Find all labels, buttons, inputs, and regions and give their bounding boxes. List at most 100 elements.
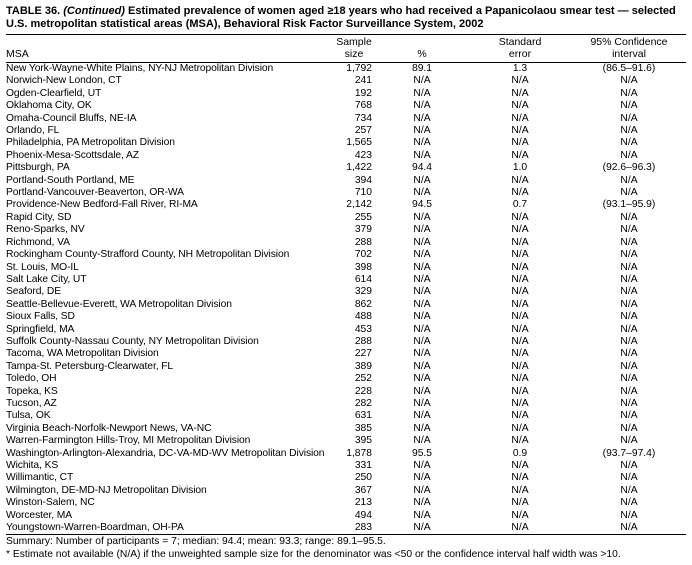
msa-cell: Salt Lake City, UT bbox=[6, 273, 87, 285]
ci-cell: N/A bbox=[620, 410, 638, 422]
ci-cell: N/A bbox=[620, 249, 638, 261]
std-error-cell: N/A bbox=[511, 261, 529, 273]
table-row: Rockingham County-Strafford County, NH M… bbox=[6, 249, 686, 261]
table-row: Philadelphia, PA Metropolitan Division 1,… bbox=[6, 137, 686, 149]
sample-size-cell: 252 bbox=[354, 373, 372, 385]
table-row: Suffolk County-Nassau County, NY Metropo… bbox=[6, 336, 686, 348]
std-error-cell: N/A bbox=[511, 484, 529, 496]
percent-cell: N/A bbox=[413, 224, 431, 236]
msa-cell: Suffolk County-Nassau County, NY Metropo… bbox=[6, 335, 259, 347]
col-header-std-error: Standard error bbox=[468, 34, 572, 63]
table-body: New York-Wayne-White Plains, NY-NJ Metro… bbox=[6, 63, 686, 535]
msa-cell: Phoenix-Mesa-Scottsdale, AZ bbox=[6, 149, 139, 161]
table-row: Reno-Sparks, NV 379 N/A N/A N/A bbox=[6, 224, 686, 236]
std-error-cell: N/A bbox=[511, 323, 529, 335]
percent-cell: N/A bbox=[413, 522, 431, 534]
msa-cell: Seaford, DE bbox=[6, 286, 61, 298]
sample-size-cell: 398 bbox=[354, 261, 372, 273]
sample-size-cell: 1,422 bbox=[346, 162, 372, 174]
ci-cell: N/A bbox=[620, 75, 638, 87]
percent-cell: N/A bbox=[413, 385, 431, 397]
ci-cell: (86.5–91.6) bbox=[602, 63, 656, 74]
ci-cell: N/A bbox=[620, 397, 638, 409]
percent-cell: N/A bbox=[413, 472, 431, 484]
percent-cell: N/A bbox=[413, 273, 431, 285]
std-error-cell: N/A bbox=[511, 348, 529, 360]
msa-cell: Ogden-Clearfield, UT bbox=[6, 87, 102, 99]
ci-cell: (93.7–97.4) bbox=[602, 447, 656, 459]
std-error-cell: N/A bbox=[511, 397, 529, 409]
table-row: Tulsa, OK 631 N/A N/A N/A bbox=[6, 410, 686, 422]
table-title-text: Estimated prevalence of women aged ≥18 y… bbox=[6, 5, 676, 30]
percent-cell: N/A bbox=[413, 397, 431, 409]
col-header-percent: % bbox=[376, 34, 468, 63]
sample-size-cell: 241 bbox=[354, 75, 372, 87]
sample-size-cell: 614 bbox=[354, 273, 372, 285]
sample-size-cell: 395 bbox=[354, 435, 372, 447]
sample-size-cell: 1,878 bbox=[346, 447, 372, 459]
ci-cell: N/A bbox=[620, 187, 638, 199]
table-row: Portland-South Portland, ME 394 N/A N/A N/A bbox=[6, 175, 686, 187]
msa-cell: New York-Wayne-White Plains, NY-NJ Metro… bbox=[6, 63, 274, 74]
msa-cell: Warren-Farmington Hills-Troy, MI Metropo… bbox=[6, 435, 251, 447]
msa-cell: Tacoma, WA Metropolitan Division bbox=[6, 348, 159, 360]
table-row: Richmond, VA 288 N/A N/A N/A bbox=[6, 237, 686, 249]
ci-cell: N/A bbox=[620, 298, 638, 310]
std-error-cell: N/A bbox=[511, 360, 529, 372]
msa-cell: Winston-Salem, NC bbox=[6, 497, 95, 509]
table-row: Seaford, DE 329 N/A N/A N/A bbox=[6, 286, 686, 298]
table-row: Washington-Arlington-Alexandria, DC-VA-M… bbox=[6, 448, 686, 460]
msa-cell: Wichita, KS bbox=[6, 460, 59, 471]
percent-cell: N/A bbox=[413, 373, 431, 385]
percent-cell: N/A bbox=[413, 422, 431, 434]
sample-size-cell: 213 bbox=[354, 497, 372, 509]
sample-size-cell: 394 bbox=[354, 174, 372, 186]
percent-cell: N/A bbox=[413, 75, 431, 87]
sample-size-cell: 1,565 bbox=[346, 137, 372, 149]
sample-size-cell: 453 bbox=[354, 323, 372, 335]
sample-size-cell: 228 bbox=[354, 385, 372, 397]
msa-cell: Wilmington, DE-MD-NJ Metropolitan Divisi… bbox=[6, 484, 207, 496]
percent-cell: N/A bbox=[413, 112, 431, 124]
ci-cell: N/A bbox=[620, 149, 638, 161]
std-error-cell: N/A bbox=[511, 137, 529, 149]
ci-cell: N/A bbox=[620, 137, 638, 149]
percent-cell: 94.4 bbox=[411, 162, 433, 174]
msa-cell: Norwich-New London, CT bbox=[6, 75, 122, 87]
sample-size-cell: 862 bbox=[354, 298, 372, 310]
table-row: Tampa-St. Petersburg-Clearwater, FL 389 N/… bbox=[6, 361, 686, 373]
msa-cell: Sioux Falls, SD bbox=[6, 311, 75, 323]
col-header-msa-label: MSA bbox=[6, 47, 29, 60]
percent-cell: N/A bbox=[413, 298, 431, 310]
ci-cell: N/A bbox=[620, 236, 638, 248]
std-error-cell: N/A bbox=[511, 211, 529, 223]
sample-size-cell: 631 bbox=[354, 410, 372, 422]
table-row: Salt Lake City, UT 614 N/A N/A N/A bbox=[6, 274, 686, 286]
percent-cell: N/A bbox=[413, 174, 431, 186]
ci-cell: N/A bbox=[620, 497, 638, 509]
msa-cell: Richmond, VA bbox=[6, 236, 70, 248]
msa-cell: Topeka, KS bbox=[6, 385, 58, 397]
std-error-cell: 0.9 bbox=[512, 447, 528, 459]
std-error-cell: 0.7 bbox=[512, 199, 528, 211]
msa-cell: Pittsburgh, PA bbox=[6, 162, 70, 174]
footnote: * Estimate not available (N/A) if the un… bbox=[6, 548, 621, 560]
table-row: Omaha-Council Bluffs, NE-IA 734 N/A N/A N/A bbox=[6, 113, 686, 125]
msa-cell: Portland-Vancouver-Beaverton, OR-WA bbox=[6, 187, 184, 199]
col-header-std-error-label: Standard error bbox=[498, 36, 542, 60]
sample-size-cell: 734 bbox=[354, 112, 372, 124]
percent-cell: N/A bbox=[413, 125, 431, 137]
percent-cell: N/A bbox=[413, 497, 431, 509]
std-error-cell: N/A bbox=[511, 385, 529, 397]
sample-size-cell: 282 bbox=[354, 397, 372, 409]
sample-size-cell: 329 bbox=[354, 286, 372, 298]
msa-cell: Springfield, MA bbox=[6, 323, 75, 335]
percent-cell: N/A bbox=[413, 460, 431, 471]
ci-cell: N/A bbox=[620, 87, 638, 99]
std-error-cell: N/A bbox=[511, 460, 529, 471]
std-error-cell: N/A bbox=[511, 100, 529, 112]
msa-cell: Rapid City, SD bbox=[6, 211, 72, 223]
msa-cell: Washington-Arlington-Alexandria, DC-VA-M… bbox=[6, 447, 325, 459]
std-error-cell: 1.3 bbox=[512, 63, 528, 74]
sample-size-cell: 283 bbox=[354, 522, 372, 534]
